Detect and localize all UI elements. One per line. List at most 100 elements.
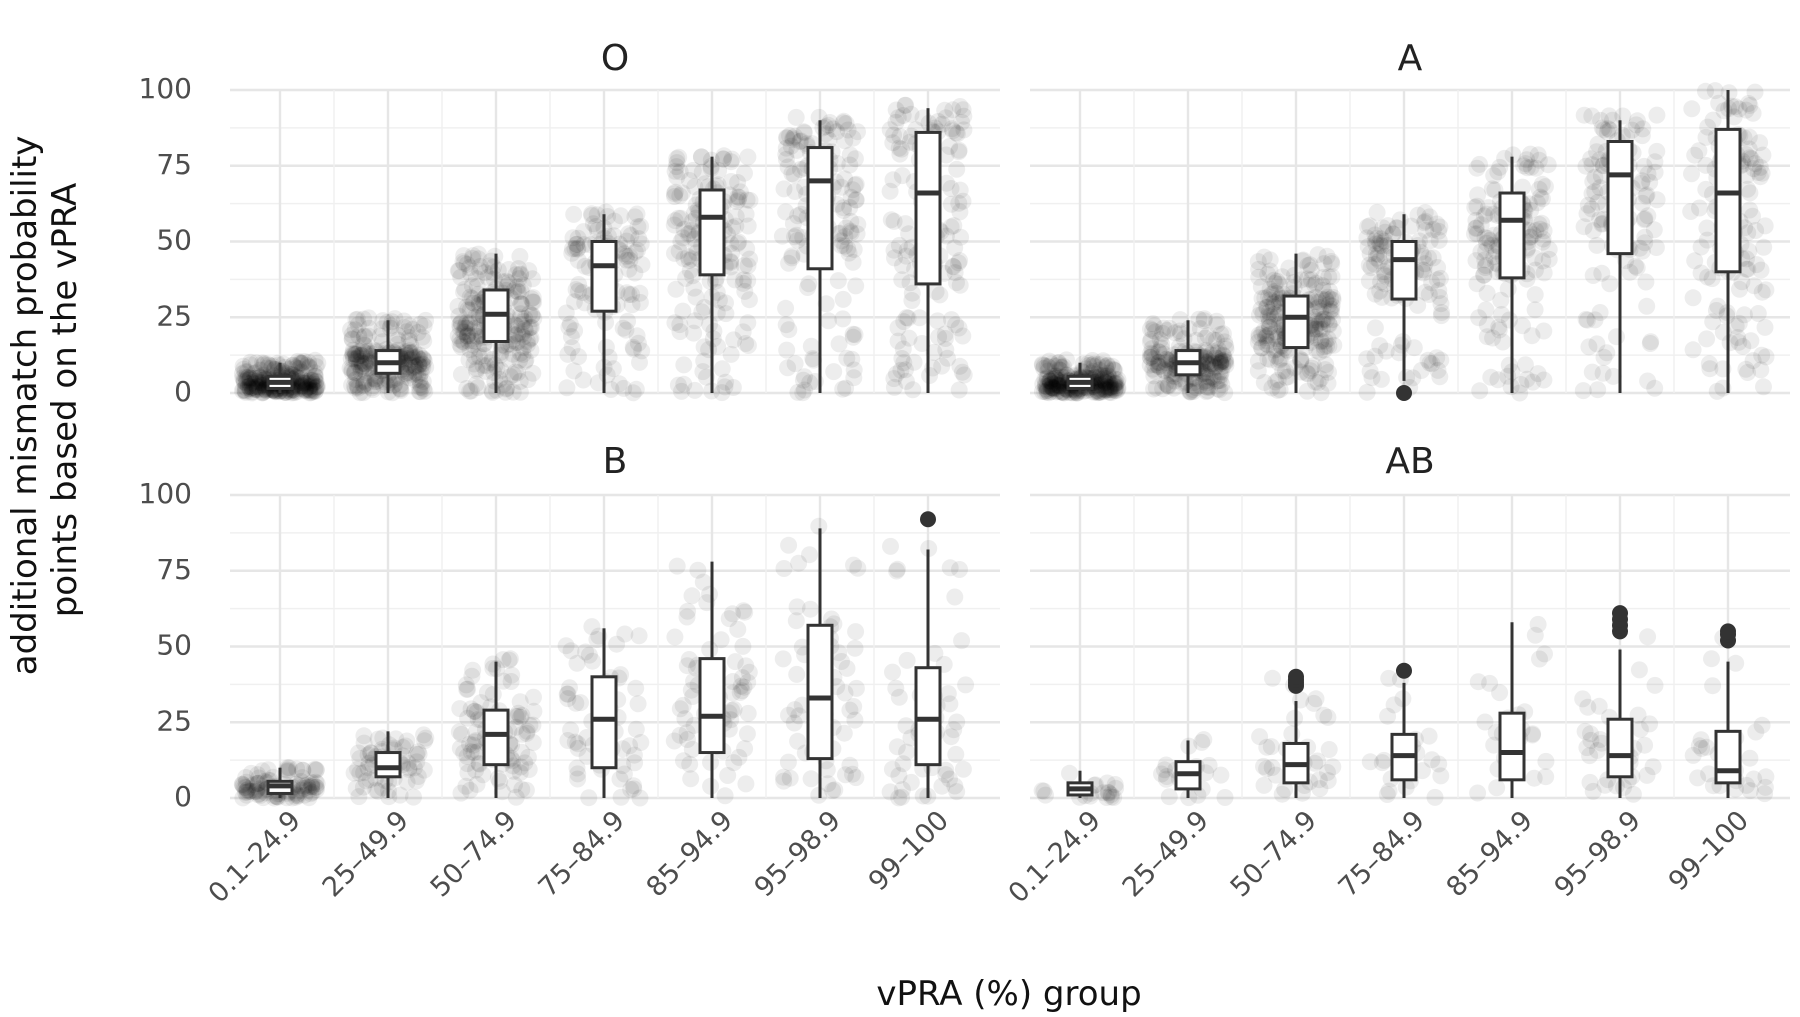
jitter-point bbox=[358, 344, 376, 362]
jitter-point bbox=[456, 319, 474, 337]
jitter-point bbox=[415, 352, 433, 370]
jitter-point bbox=[350, 347, 368, 365]
jitter-point bbox=[1036, 377, 1054, 395]
jitter-point bbox=[847, 623, 865, 641]
jitter-point bbox=[520, 319, 538, 337]
jitter-point bbox=[1096, 374, 1114, 391]
jitter-point bbox=[695, 352, 713, 370]
jitter-point bbox=[308, 378, 326, 395]
jitter-point bbox=[890, 767, 908, 785]
box-body-b-95-98-9 bbox=[806, 623, 834, 761]
jitter-point bbox=[954, 101, 972, 119]
jitter-point bbox=[562, 328, 580, 346]
jitter-point bbox=[1315, 341, 1333, 359]
jitter-point bbox=[400, 342, 418, 360]
jitter-point bbox=[820, 131, 838, 149]
jitter-point bbox=[1299, 270, 1317, 288]
jitter-point bbox=[670, 148, 688, 166]
jitter-point bbox=[627, 380, 645, 398]
jitter-point bbox=[489, 261, 507, 279]
jitter-point bbox=[735, 257, 753, 274]
jitter-point bbox=[398, 732, 416, 750]
jitter-point bbox=[834, 310, 852, 328]
jitter-point bbox=[1216, 384, 1234, 402]
jitter-point bbox=[1149, 356, 1167, 374]
jitter-point bbox=[1171, 311, 1189, 329]
jitter-point bbox=[245, 379, 263, 397]
jitter-point bbox=[269, 361, 287, 379]
jitter-point bbox=[1312, 302, 1330, 320]
jitter-point bbox=[616, 625, 634, 643]
jitter-point bbox=[700, 341, 718, 359]
jitter-point bbox=[791, 133, 809, 150]
jitter-point bbox=[1277, 368, 1295, 386]
jitter-point bbox=[306, 351, 324, 369]
jitter-point bbox=[1145, 356, 1163, 374]
jitter-point bbox=[913, 335, 931, 352]
jitter-point bbox=[495, 375, 513, 393]
jitter-point bbox=[1051, 361, 1069, 379]
jitter-point bbox=[357, 364, 375, 381]
jitter-point bbox=[936, 330, 954, 347]
jitter-point bbox=[1307, 288, 1325, 306]
jitter-point bbox=[1535, 371, 1553, 389]
jitter-point bbox=[1684, 289, 1702, 307]
jitter-point bbox=[783, 165, 801, 183]
jitter-point bbox=[1103, 381, 1121, 399]
jitter-point bbox=[457, 676, 475, 694]
jitter-point bbox=[1516, 356, 1534, 374]
jitter-point bbox=[1201, 378, 1219, 396]
jitter-point bbox=[563, 244, 581, 262]
jitter-point bbox=[1092, 381, 1109, 399]
jitter-point bbox=[835, 112, 853, 130]
jitter-point bbox=[678, 608, 696, 626]
jitter-point bbox=[1198, 374, 1216, 392]
jitter-point bbox=[1525, 769, 1543, 787]
jitter-point bbox=[1741, 184, 1759, 202]
jitter-point bbox=[583, 618, 601, 636]
jitter-point bbox=[385, 376, 403, 394]
jitter-point bbox=[248, 378, 266, 396]
jitter-point bbox=[1312, 370, 1329, 388]
jitter-point bbox=[454, 323, 472, 341]
jitter-point bbox=[252, 371, 270, 389]
jitter-point bbox=[344, 341, 362, 359]
jitter-point bbox=[300, 359, 318, 377]
jitter-point bbox=[235, 381, 253, 399]
jitter-point bbox=[900, 329, 918, 347]
jitter-point bbox=[416, 382, 434, 400]
jitter-point bbox=[779, 158, 797, 176]
jitter-point bbox=[411, 366, 429, 384]
jitter-point bbox=[507, 334, 525, 352]
jitter-point bbox=[810, 108, 828, 126]
jitter-point bbox=[1196, 329, 1214, 347]
jitter-point bbox=[398, 346, 416, 364]
jitter-point bbox=[1096, 358, 1114, 376]
jitter-point bbox=[250, 378, 268, 396]
jitter-point bbox=[452, 268, 470, 286]
jitter-point bbox=[462, 382, 480, 400]
jitter-point bbox=[1634, 120, 1652, 138]
jitter-point bbox=[354, 377, 372, 395]
jitter-point bbox=[1315, 310, 1333, 328]
jitter-point bbox=[1212, 355, 1229, 372]
jitter-point bbox=[1316, 361, 1334, 379]
jitter-point bbox=[1641, 335, 1659, 352]
jitter-point bbox=[245, 365, 263, 382]
jitter-point bbox=[734, 637, 752, 655]
jitter-point bbox=[1207, 358, 1224, 375]
jitter-point bbox=[1097, 367, 1114, 385]
jitter-point bbox=[373, 320, 391, 338]
jitter-point bbox=[729, 620, 747, 638]
jitter-point bbox=[1261, 280, 1279, 298]
jitter-point bbox=[348, 378, 366, 396]
jitter-point bbox=[674, 302, 692, 320]
jitter-point bbox=[784, 129, 802, 147]
jitter-point bbox=[509, 283, 527, 301]
jitter-point bbox=[775, 560, 793, 577]
jitter-point bbox=[574, 371, 592, 389]
jitter-point bbox=[402, 351, 420, 369]
jitter-point bbox=[400, 369, 418, 387]
jitter-point bbox=[844, 181, 862, 199]
jitter-point bbox=[933, 115, 951, 133]
